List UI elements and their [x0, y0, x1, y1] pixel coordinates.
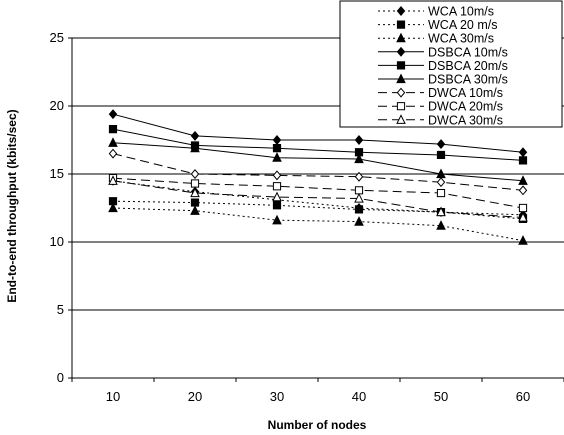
- data-point: [518, 212, 528, 222]
- data-point: [436, 150, 446, 160]
- x-tick-label: 10: [106, 389, 120, 404]
- y-tick-label: 25: [50, 30, 64, 45]
- series-line: [112, 142, 524, 182]
- legend-marker: [396, 46, 406, 57]
- x-axis-title: Number of nodes: [268, 418, 367, 432]
- y-tick-label: 0: [57, 370, 64, 385]
- data-point: [354, 216, 364, 226]
- legend-label: DSBCA 10m/s: [428, 45, 508, 59]
- y-tick-label: 20: [50, 98, 64, 113]
- legend-label: DWCA 30m/s: [428, 113, 503, 127]
- series-0: [108, 175, 528, 220]
- x-tick-label: 20: [188, 389, 202, 404]
- data-point: [108, 137, 118, 147]
- data-point: [108, 175, 118, 185]
- series-line: [112, 207, 524, 242]
- data-point: [272, 152, 282, 162]
- series-line: [112, 180, 524, 216]
- data-point: [518, 235, 528, 245]
- legend-marker: [396, 32, 406, 43]
- legend-marker: [396, 114, 406, 124]
- data-point: [272, 191, 282, 202]
- legend-marker: [396, 73, 406, 84]
- data-point: [436, 220, 446, 230]
- data-point: [518, 147, 528, 158]
- y-tick-label: 10: [50, 234, 64, 249]
- data-point: [108, 109, 118, 120]
- axes: [68, 37, 564, 382]
- series-5: [108, 137, 528, 185]
- data-point: [436, 177, 446, 188]
- legend-box: [339, 0, 563, 128]
- series-line: [112, 113, 524, 153]
- data-point: [354, 186, 364, 195]
- x-tick-label: 30: [270, 389, 284, 404]
- data-point: [354, 153, 364, 164]
- data-point: [108, 148, 118, 159]
- data-point: [518, 185, 528, 196]
- legend-label: WCA 20 m/s: [428, 18, 497, 32]
- data-point: [354, 148, 364, 157]
- data-point: [190, 142, 200, 153]
- x-tick-labels: 10 20 30 40 50 60: [106, 389, 530, 404]
- y-tick-label: 5: [57, 302, 64, 317]
- series-line: [112, 128, 524, 161]
- series-2: [108, 202, 528, 245]
- data-point: [272, 135, 282, 145]
- data-point: [436, 139, 446, 150]
- series-7: [108, 173, 528, 213]
- legend-marker: [396, 102, 406, 111]
- series-4: [108, 125, 528, 165]
- legend-marker: [396, 20, 406, 29]
- data-point: [436, 206, 446, 217]
- data-point: [518, 175, 528, 185]
- legend-label: DSBCA 30m/s: [428, 73, 508, 87]
- series-line: [112, 153, 524, 191]
- data-point: [190, 169, 200, 179]
- data-point: [354, 205, 364, 214]
- x-tick-label: 50: [434, 389, 448, 404]
- data-point: [518, 203, 528, 213]
- legend-marker: [396, 87, 406, 98]
- legend-label: DWCA 20m/s: [428, 100, 503, 114]
- y-axis-title: End-to-end throughput (kbits/sec): [5, 109, 19, 302]
- series-line: [112, 177, 524, 209]
- x-tick-label: 40: [352, 389, 366, 404]
- series-1: [108, 197, 528, 223]
- data-point: [272, 182, 282, 191]
- data-point: [272, 201, 282, 210]
- y-tick-label: 15: [50, 166, 64, 181]
- legend-marker: [396, 6, 406, 16]
- series-line: [112, 180, 524, 218]
- series-6: [108, 148, 528, 196]
- data-point: [190, 130, 200, 141]
- series-3: [108, 109, 528, 158]
- data-point: [190, 198, 200, 207]
- data-point: [190, 205, 200, 215]
- x-tick-label: 60: [516, 389, 530, 404]
- data-point: [108, 125, 118, 134]
- series-8: [108, 175, 528, 222]
- data-point: [354, 171, 364, 182]
- data-point: [272, 170, 282, 181]
- data-point: [518, 156, 528, 165]
- legend-label: DWCA 10m/s: [428, 86, 503, 100]
- data-point: [354, 192, 364, 203]
- legend-label: WCA 30m/s: [428, 32, 494, 46]
- data-point: [272, 214, 282, 225]
- data-point: [108, 202, 118, 213]
- series-layer: [108, 109, 528, 245]
- data-point: [354, 135, 364, 145]
- data-point: [436, 188, 446, 198]
- data-point: [108, 197, 118, 206]
- data-point: [190, 179, 200, 188]
- legend-label: WCA 10m/s: [428, 5, 494, 19]
- legend-marker: [396, 61, 406, 70]
- y-tick-labels: 0 5 10 15 20 25: [50, 30, 64, 385]
- data-point: [190, 187, 200, 198]
- legend-label: DSBCA 20m/s: [428, 59, 508, 73]
- data-point: [272, 144, 282, 153]
